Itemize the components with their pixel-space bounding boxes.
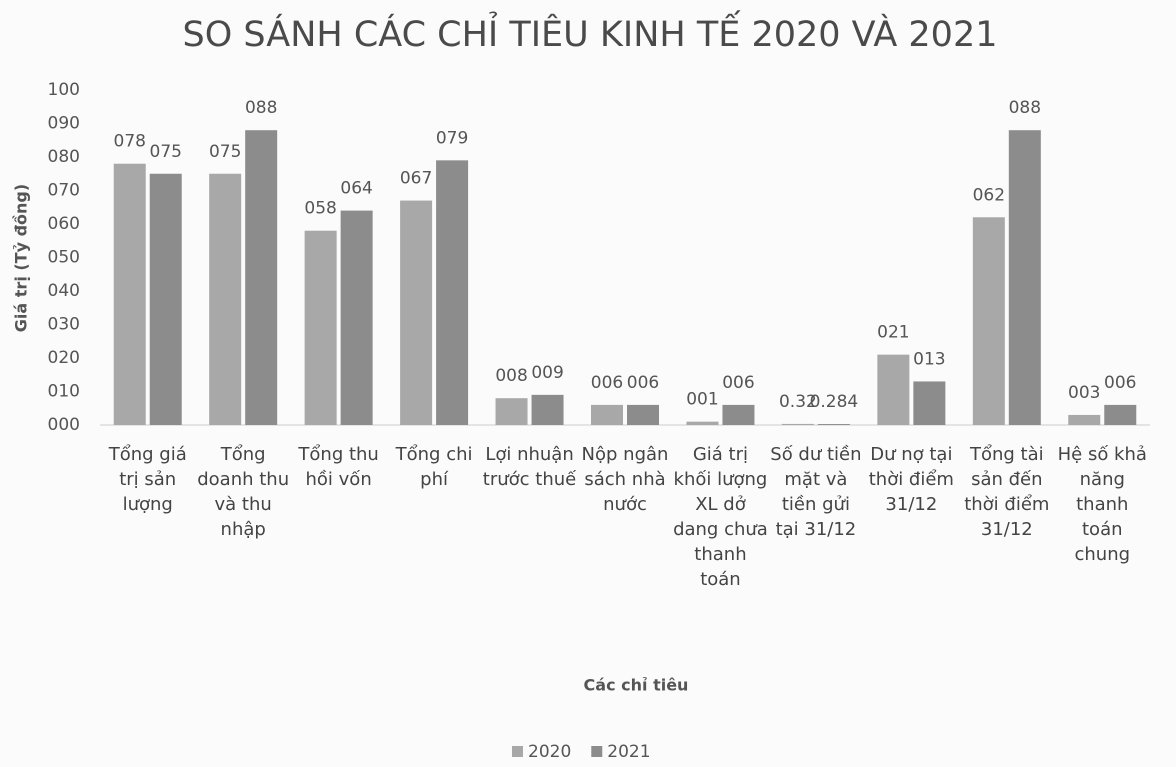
y-tick-label: 090 xyxy=(48,114,80,134)
x-tick-label: Tổng giá trị sản lượng xyxy=(108,444,187,515)
legend-swatch xyxy=(591,746,603,757)
y-tick-label: 040 xyxy=(48,281,80,301)
value-label: 058 xyxy=(304,199,336,219)
x-axis-label: Các chỉ tiêu xyxy=(584,676,689,695)
bar xyxy=(436,160,469,425)
x-tick-label: Tổng thu hồi vốn xyxy=(298,444,379,490)
x-tick-label: Dư nợ tại thời điểm 31/12 xyxy=(868,444,954,515)
bar xyxy=(913,381,946,425)
x-tick-label: Tổng chi phí xyxy=(395,444,473,490)
y-tick-label: 030 xyxy=(48,315,80,335)
value-label: 0.32 xyxy=(779,392,817,412)
bar xyxy=(781,423,814,425)
value-label: 001 xyxy=(686,390,718,410)
bar xyxy=(722,404,755,425)
bar xyxy=(304,230,337,425)
bar xyxy=(113,163,146,425)
value-label: 075 xyxy=(209,142,241,162)
y-tick-label: 100 xyxy=(48,80,80,100)
value-label: 0.284 xyxy=(810,392,859,412)
legend-label: 2020 xyxy=(528,742,571,762)
value-label: 064 xyxy=(340,179,372,199)
x-tick-label: Giá trị khối lượng XL dở dang chưa thanh… xyxy=(673,444,768,590)
bar xyxy=(531,394,564,425)
x-tick-label: Hệ số khả năng thanh toán chung xyxy=(1057,444,1147,565)
value-label: 003 xyxy=(1068,383,1100,403)
y-tick-label: 050 xyxy=(48,248,80,268)
y-tick-label: 000 xyxy=(48,415,80,435)
bar xyxy=(1068,414,1101,425)
y-tick-label: 060 xyxy=(48,214,80,234)
bar xyxy=(972,217,1005,425)
bar xyxy=(209,173,242,425)
x-tick-label: Nộp ngân sách nhà nước xyxy=(581,444,669,515)
value-label: 013 xyxy=(913,349,945,369)
bar xyxy=(1008,130,1041,425)
bar xyxy=(149,173,182,425)
chart-title: SO SÁNH CÁC CHỈ TIÊU KINH TẾ 2020 VÀ 202… xyxy=(183,9,998,55)
value-label: 088 xyxy=(1009,98,1041,118)
value-label: 088 xyxy=(245,98,277,118)
x-tick-label: Lợi nhuận trước thuế xyxy=(482,444,577,490)
bar xyxy=(877,354,910,425)
value-label: 078 xyxy=(114,132,146,152)
x-tick-label: Số dư tiền mặt và tiền gửi tại 31/12 xyxy=(770,444,862,540)
x-tick-label: Tổng tài sản đến thời điểm 31/12 xyxy=(964,444,1050,540)
y-tick-label: 070 xyxy=(48,181,80,201)
y-tick-label: 010 xyxy=(48,382,80,402)
x-tick-label: Tổng doanh thu và thu nhập xyxy=(197,444,290,540)
y-tick-label: 080 xyxy=(48,147,80,167)
value-label: 021 xyxy=(877,323,909,343)
y-axis-label: Giá trị (Tỷ đồng) xyxy=(12,184,31,332)
bar xyxy=(817,424,850,425)
bar xyxy=(686,421,719,425)
value-label: 009 xyxy=(531,363,563,383)
value-label: 062 xyxy=(973,185,1005,205)
bar xyxy=(627,404,659,425)
value-label: 008 xyxy=(495,366,527,386)
value-label: 075 xyxy=(150,142,182,162)
bar xyxy=(1104,404,1137,425)
value-label: 006 xyxy=(1104,373,1136,393)
bar xyxy=(245,130,278,425)
bar xyxy=(495,398,528,425)
value-label: 079 xyxy=(436,128,468,148)
bar xyxy=(591,404,623,425)
legend-label: 2021 xyxy=(607,742,650,762)
bar xyxy=(400,200,433,425)
value-label: 006 xyxy=(591,373,623,393)
bar xyxy=(340,210,373,425)
y-tick-label: 020 xyxy=(48,348,80,368)
legend-swatch xyxy=(512,746,523,757)
value-label: 006 xyxy=(722,373,754,393)
value-label: 006 xyxy=(627,373,659,393)
value-label: 067 xyxy=(400,169,432,189)
